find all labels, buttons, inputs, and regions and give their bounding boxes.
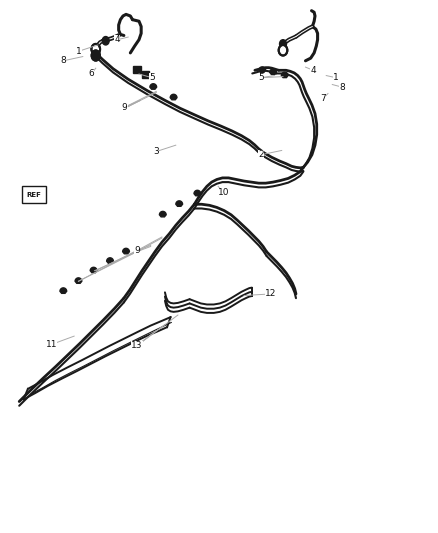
Circle shape	[102, 37, 109, 45]
Text: 9: 9	[122, 104, 127, 113]
Circle shape	[92, 50, 100, 61]
Bar	[134, 66, 141, 74]
Polygon shape	[170, 94, 177, 100]
Polygon shape	[60, 288, 67, 293]
Bar	[142, 71, 149, 78]
Text: 13: 13	[131, 341, 143, 350]
Text: REF: REF	[27, 192, 42, 198]
Text: 2: 2	[258, 150, 264, 159]
Text: 7: 7	[320, 94, 326, 103]
Text: 10: 10	[218, 188, 229, 197]
Polygon shape	[176, 201, 183, 206]
Polygon shape	[281, 72, 288, 78]
Text: 12: 12	[265, 289, 276, 298]
Text: 9: 9	[122, 103, 127, 112]
Text: 9: 9	[134, 246, 140, 255]
Text: 11: 11	[46, 340, 57, 349]
Text: 5: 5	[149, 73, 155, 82]
Text: 1: 1	[333, 73, 339, 82]
Polygon shape	[194, 190, 201, 196]
Polygon shape	[106, 258, 113, 263]
Text: 6: 6	[88, 69, 94, 78]
Text: 5: 5	[258, 73, 264, 82]
Polygon shape	[90, 268, 97, 273]
Text: 9: 9	[134, 247, 140, 256]
Polygon shape	[123, 248, 129, 254]
Bar	[22, 187, 46, 203]
Polygon shape	[159, 212, 166, 217]
Polygon shape	[150, 84, 157, 89]
Text: 3: 3	[153, 147, 159, 156]
Circle shape	[92, 44, 100, 54]
Circle shape	[279, 45, 287, 55]
Text: 4: 4	[311, 66, 316, 75]
Polygon shape	[259, 67, 265, 72]
Text: 8: 8	[60, 56, 66, 66]
Polygon shape	[75, 278, 82, 284]
Polygon shape	[270, 69, 276, 75]
Text: 4: 4	[115, 35, 120, 44]
Circle shape	[279, 39, 286, 48]
Text: 1: 1	[76, 47, 81, 56]
Text: 8: 8	[339, 83, 345, 92]
